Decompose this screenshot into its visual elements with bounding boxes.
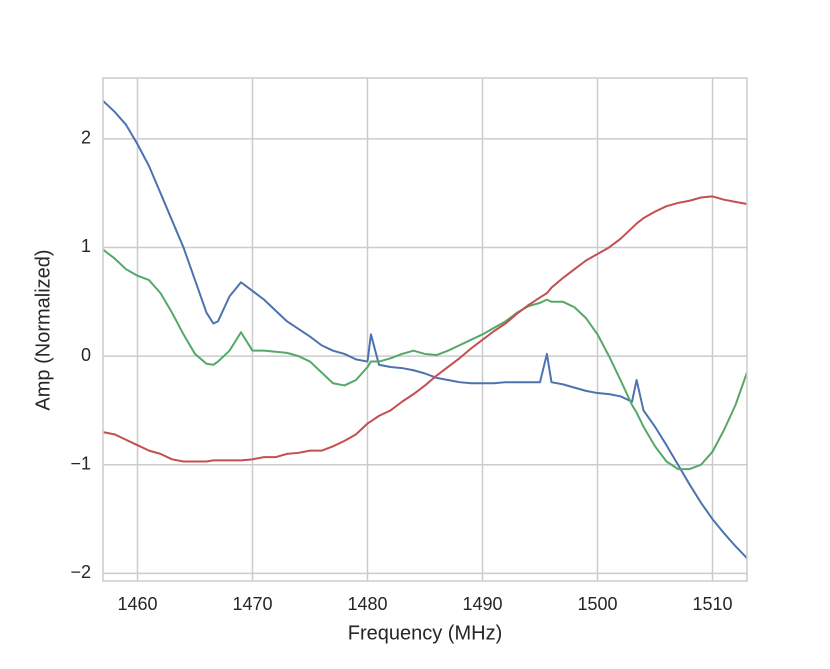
- y-axis-label: Amp (Normalized): [32, 249, 54, 410]
- plot-frame: [102, 77, 748, 582]
- y-tick-label: −1: [70, 454, 91, 474]
- plot-area: [103, 78, 747, 581]
- data-line: [103, 100, 747, 559]
- x-tick-label: 1490: [462, 594, 502, 614]
- data-line: [103, 195, 747, 463]
- x-tick-label: 1510: [692, 594, 732, 614]
- y-tick-label: 2: [81, 128, 91, 148]
- x-tick-label: 1480: [347, 594, 387, 614]
- data-line: [103, 248, 747, 471]
- x-axis-label: Frequency (MHz): [348, 622, 502, 644]
- y-tick-label: 0: [81, 345, 91, 365]
- x-tick-label: 1470: [232, 594, 272, 614]
- y-tick-label: 1: [81, 236, 91, 256]
- x-tick-label: 1460: [117, 594, 157, 614]
- x-tick-label: 1500: [577, 594, 617, 614]
- y-tick-label: −2: [70, 562, 91, 582]
